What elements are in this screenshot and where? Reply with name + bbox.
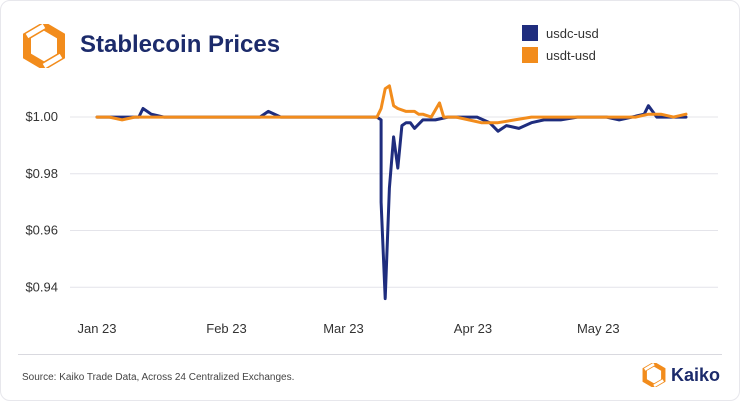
legend-swatch-usdt (522, 47, 538, 63)
y-tick-label: $0.94 (25, 279, 58, 294)
legend-item-usdt: usdt-usd (522, 44, 599, 66)
source-note: Source: Kaiko Trade Data, Across 24 Cent… (22, 372, 295, 383)
x-tick-label: Feb 23 (206, 321, 246, 336)
legend-label-usdt: usdt-usd (546, 47, 596, 63)
footer-divider (18, 354, 722, 355)
series-line-usdt-usd (95, 84, 688, 125)
legend-label-usdc: usdc-usd (546, 25, 599, 41)
x-tick-label: Apr 23 (454, 321, 492, 336)
x-tick-label: Jan 23 (77, 321, 116, 336)
legend-item-usdc: usdc-usd (522, 22, 599, 44)
brand-name: Kaiko (671, 364, 721, 385)
footer-brand: Kaiko (642, 363, 720, 387)
chart-title: Stablecoin Prices (80, 31, 281, 58)
y-tick-label: $0.98 (25, 166, 58, 181)
legend: usdc-usd usdt-usd (522, 22, 599, 66)
series-line-usdc-usd (95, 104, 688, 301)
x-tick-label: Mar 23 (323, 321, 363, 336)
kaiko-footer-logo-icon (642, 363, 666, 387)
x-tick-label: May 23 (577, 321, 620, 336)
y-tick-label: $1.00 (25, 109, 58, 124)
y-tick-label: $0.96 (25, 223, 58, 238)
legend-swatch-usdc (522, 25, 538, 41)
kaiko-logo-icon (23, 24, 65, 68)
